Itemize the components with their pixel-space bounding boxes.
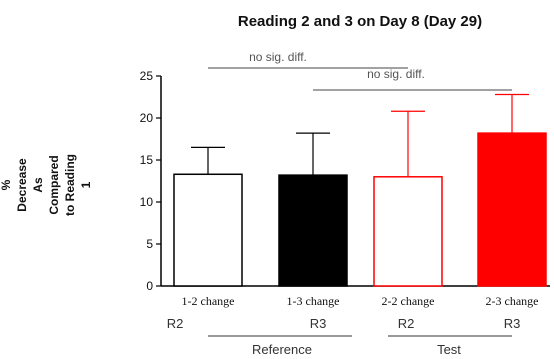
y-axis-label: % Decrease As Compared to Reading 1 (0, 154, 93, 216)
x-sublabel-2: R2 (398, 316, 415, 331)
y-axis-label-line-2: As (31, 177, 45, 193)
significance-label-0: no sig. diff. (249, 50, 307, 64)
bar-1 (278, 174, 348, 287)
x-tick-label-1: 1-3 change (287, 294, 340, 308)
y-ticks: 0 5 10 15 20 25 (140, 69, 161, 293)
group-labels: Reference Test (208, 335, 512, 357)
significance-label-1: no sig. diff. (367, 67, 425, 81)
significance-annotations: no sig. diff. no sig. diff. (208, 50, 512, 91)
x-sublabel-1: R3 (310, 316, 327, 331)
x-sublabel-3: R3 (504, 316, 521, 331)
x-tick-label-2: 2-2 change (382, 294, 435, 308)
y-tick-label-10: 10 (140, 195, 154, 209)
group-label-0: Reference (252, 342, 312, 357)
y-axis-label-line-3: Compared (47, 155, 61, 214)
x-tick-label-3: 2-3 change (486, 294, 539, 308)
x-tick-label-0: 1-2 change (182, 294, 235, 308)
y-axis-label-line-4: to Reading (63, 154, 77, 216)
y-tick-label-0: 0 (146, 279, 153, 293)
y-axis-label-line-1: Decrease (15, 158, 29, 212)
chart-title: Reading 2 and 3 on Day 8 (Day 29) (238, 13, 482, 30)
error-bars (191, 93, 529, 177)
x-sublabel-0: R2 (167, 316, 184, 331)
y-tick-label-5: 5 (146, 237, 153, 251)
bar-3 (477, 132, 547, 287)
x-labels: 1-2 change 1-3 change 2-2 change 2-3 change… (167, 294, 539, 331)
bar-2 (373, 176, 443, 287)
y-tick-label-25: 25 (140, 69, 154, 83)
group-label-1: Test (437, 342, 461, 357)
y-tick-label-15: 15 (140, 153, 154, 167)
y-axis-label-line-5: 1 (79, 181, 93, 188)
bar-0 (173, 173, 243, 287)
y-axis-label-line-0: % (0, 179, 13, 190)
y-tick-label-20: 20 (140, 111, 154, 125)
bars (173, 132, 547, 287)
